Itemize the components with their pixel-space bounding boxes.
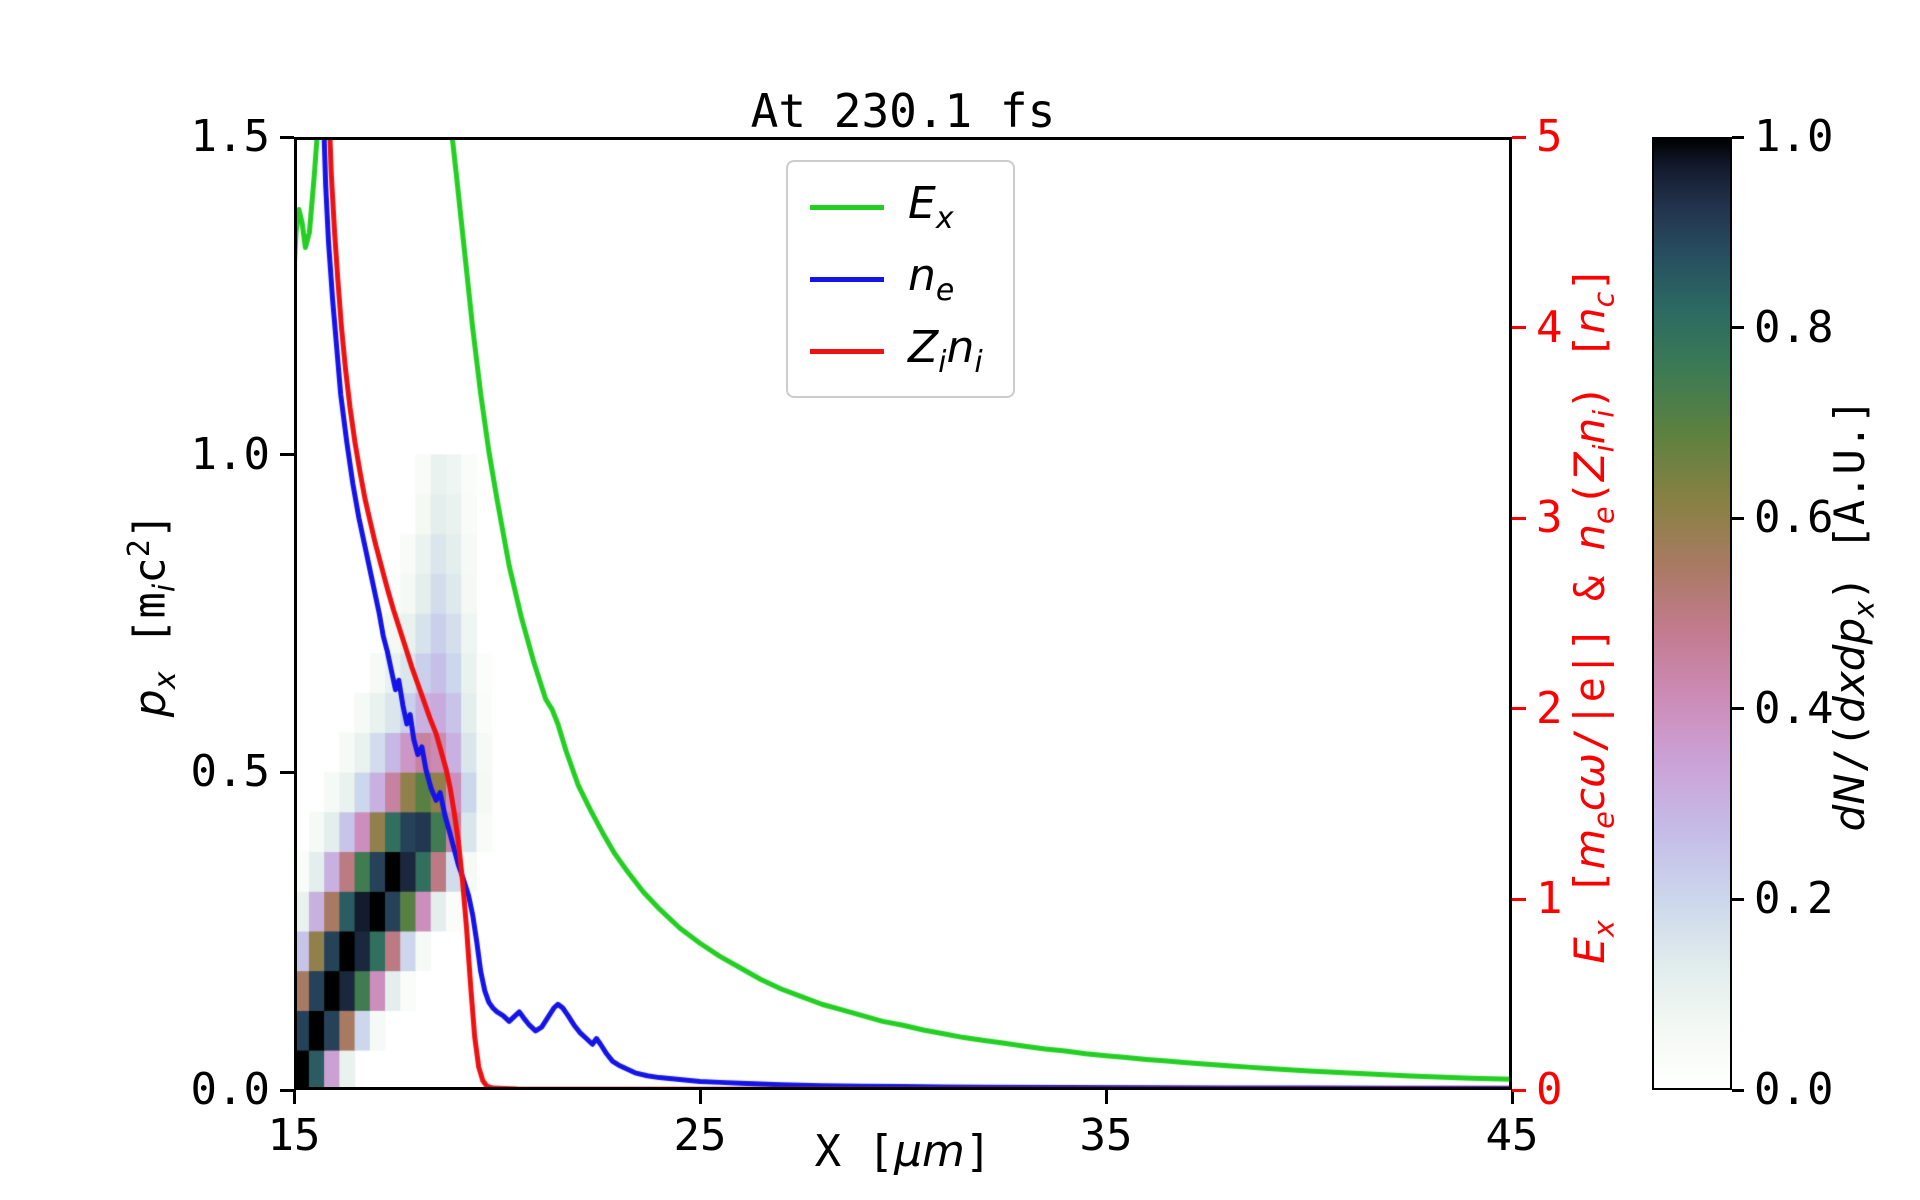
colorbar-tick-label: 0.4	[1754, 682, 1834, 734]
x-axis-label: X [μm]	[814, 1126, 992, 1177]
y-right-tick-label: 1	[1536, 873, 1563, 925]
y-right-tick-label: 0	[1536, 1064, 1563, 1115]
y-left-tick-mark	[280, 1088, 294, 1092]
zini-line-swatch	[810, 348, 884, 354]
x-tick-label: 45	[1485, 1110, 1539, 1161]
y-left-tick-label: 1.0	[190, 428, 270, 480]
colorbar-tick-label: 1.0	[1754, 111, 1834, 162]
colorbar-tick-mark	[1732, 707, 1744, 711]
x-tick-mark	[292, 1090, 296, 1104]
y-left-tick-label: 0.0	[190, 1064, 270, 1115]
y-axis-label-left: px [mic2]	[122, 512, 183, 718]
colorbar-tick-mark	[1732, 135, 1744, 139]
colorbar-tick-label: 0.2	[1754, 873, 1834, 925]
x-tick-mark	[1104, 1090, 1108, 1104]
x-tick-mark	[1510, 1090, 1514, 1104]
colorbar-tick-label: 0.6	[1754, 492, 1834, 544]
y-right-tick-mark	[1512, 707, 1526, 711]
y-right-tick-label: 5	[1536, 111, 1563, 162]
legend-item-ex: Ex	[810, 178, 983, 236]
x-tick-label: 35	[1079, 1110, 1133, 1161]
y-right-tick-mark	[1512, 516, 1526, 520]
ex-line-swatch	[810, 204, 884, 210]
y-right-tick-mark	[1512, 1088, 1526, 1092]
colorbar-tick-mark	[1732, 326, 1744, 330]
y-left-tick-label: 1.5	[190, 111, 270, 162]
chart-title: At 230.1 fs	[750, 84, 1056, 138]
legend-item-zini: Zini	[810, 322, 983, 380]
y-left-tick-mark	[280, 453, 294, 457]
y-right-tick-mark	[1512, 897, 1526, 901]
legend-item-ne: ne	[810, 250, 983, 308]
y-axis-label-right: Ex [mecω/|e|] & ne(Zini) [nc]	[1565, 266, 1621, 964]
ne-line-swatch	[810, 276, 884, 282]
y-left-tick-label: 0.5	[190, 746, 270, 798]
y-right-tick-label: 2	[1536, 682, 1563, 734]
y-right-tick-label: 4	[1536, 301, 1563, 353]
colorbar-tick-mark	[1732, 1088, 1744, 1092]
legend: Ex ne Zini	[786, 160, 1015, 398]
x-tick-label: 15	[267, 1110, 321, 1161]
legend-label-ex: Ex	[908, 178, 954, 236]
y-right-tick-mark	[1512, 326, 1526, 330]
legend-label-ne: ne	[908, 250, 955, 308]
y-right-tick-label: 3	[1536, 492, 1563, 544]
colorbar	[1652, 137, 1732, 1090]
x-tick-label: 25	[673, 1110, 727, 1161]
y-right-tick-mark	[1512, 135, 1526, 139]
y-left-tick-mark	[280, 770, 294, 774]
colorbar-tick-label: 0.8	[1754, 301, 1834, 353]
y-left-tick-mark	[280, 135, 294, 139]
colorbar-tick-label: 0.0	[1754, 1064, 1834, 1115]
legend-label-zini: Zini	[908, 322, 983, 380]
colorbar-tick-mark	[1732, 897, 1744, 901]
colorbar-tick-mark	[1732, 516, 1744, 520]
x-tick-mark	[698, 1090, 702, 1104]
